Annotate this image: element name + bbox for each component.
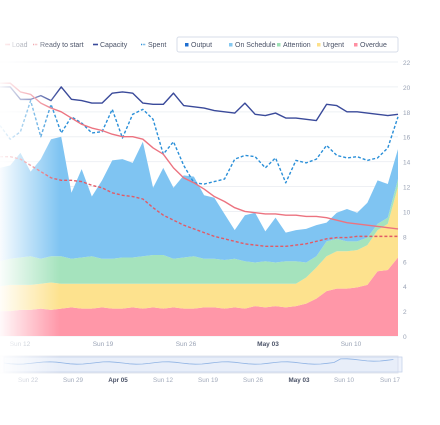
navigator-tick-label: Sun 26 xyxy=(243,377,263,384)
legend-item-on-schedule[interactable]: On Schedule xyxy=(235,42,276,49)
y-tick-label-8: 8 xyxy=(403,234,407,241)
area-attention xyxy=(0,179,398,287)
range-navigator[interactable]: Sun 22 Sun 29 Apr 05 Sun 12 Sun 19 Sun 26 May … xyxy=(0,355,403,384)
y-tick-label-12: 12 xyxy=(403,185,411,192)
legend-box xyxy=(176,36,399,53)
legend-item-spent[interactable]: Spent xyxy=(148,42,166,49)
line-load xyxy=(0,82,399,230)
x-tick-label: Sun 10 xyxy=(341,341,362,348)
legend-swatch-on-schedule xyxy=(229,43,233,47)
series-lines xyxy=(0,82,399,248)
line-ready-to-start xyxy=(0,155,398,248)
navigator-tick-label: Sun 19 xyxy=(198,377,218,384)
y-tick-label-6: 6 xyxy=(403,259,407,266)
navigator-tick-label: May 03 xyxy=(288,377,310,384)
navigator-tick-label: Sun 22 xyxy=(18,377,38,384)
y-tick-label-0: 0 xyxy=(403,334,407,341)
x-tick-label: May 03 xyxy=(257,341,279,348)
y-tick-label-2: 2 xyxy=(403,309,407,316)
legend-swatch-urgent xyxy=(317,43,321,47)
x-axis: Sun 12 Sun 19 Sun 26 May 03 Sun 10 xyxy=(10,341,362,348)
legend-item-attention[interactable]: Attention xyxy=(283,42,311,49)
navigator-tick-label: Sun 17 xyxy=(380,377,400,384)
navigator-track xyxy=(0,355,399,374)
x-tick-label: Sun 26 xyxy=(176,341,197,348)
y-tick-label-14: 14 xyxy=(403,160,411,167)
line-spent xyxy=(0,99,399,185)
legend-item-output[interactable]: Output xyxy=(191,42,212,49)
area-overdue xyxy=(0,257,398,336)
y-tick-label-18: 18 xyxy=(403,110,411,117)
legend-item-capacity[interactable]: Capacity xyxy=(100,42,128,49)
legend-swatch-overdue xyxy=(354,43,358,47)
line-capacity xyxy=(0,86,399,122)
legend-swatch-output xyxy=(185,43,189,47)
area-on-schedule xyxy=(0,136,398,263)
navigator-tick-label: Sun 12 xyxy=(153,377,173,384)
y-tick-label-22: 22 xyxy=(403,60,411,67)
y-tick-label-20: 20 xyxy=(403,85,411,92)
y-tick-label-16: 16 xyxy=(403,135,411,142)
navigator-mini-line xyxy=(3,358,394,365)
stacked-areas xyxy=(0,136,398,336)
legend-item-urgent[interactable]: Urgent xyxy=(323,42,344,49)
navigator-tick-label: Apr 05 xyxy=(108,377,128,384)
legend-item-ready-to-start[interactable]: Ready to start xyxy=(40,42,84,49)
legend-swatch-attention xyxy=(277,43,281,47)
legend: Load Ready to start Capacity Spent Output On … xyxy=(5,36,399,53)
navigator-tick-label: Sun 29 xyxy=(63,377,83,384)
legend-item-load[interactable]: Load xyxy=(12,42,28,49)
navigator-tick-label: Sun 10 xyxy=(334,377,354,384)
x-tick-label: Sun 19 xyxy=(93,341,114,348)
legend-item-overdue[interactable]: Overdue xyxy=(360,42,387,49)
y-axis: 0 2 4 6 8 10 12 14 16 18 20 22 xyxy=(403,60,411,341)
x-tick-label: Sun 12 xyxy=(10,341,31,348)
y-tick-label-4: 4 xyxy=(403,284,407,291)
y-tick-label-10: 10 xyxy=(403,209,411,216)
